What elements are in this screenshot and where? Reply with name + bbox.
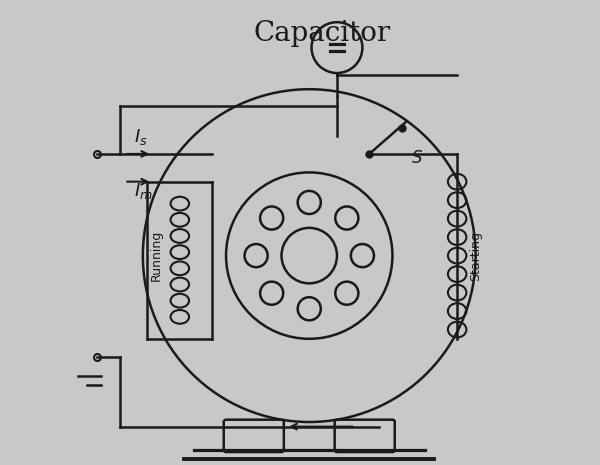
Text: Running: Running [150, 230, 163, 281]
Text: Starting: Starting [469, 231, 482, 280]
FancyBboxPatch shape [335, 420, 395, 452]
Text: $I_m$: $I_m$ [134, 180, 152, 200]
Text: $S$: $S$ [411, 149, 423, 167]
Text: $I_s$: $I_s$ [134, 127, 147, 147]
Text: Capacitor: Capacitor [254, 20, 391, 47]
FancyBboxPatch shape [224, 420, 284, 452]
